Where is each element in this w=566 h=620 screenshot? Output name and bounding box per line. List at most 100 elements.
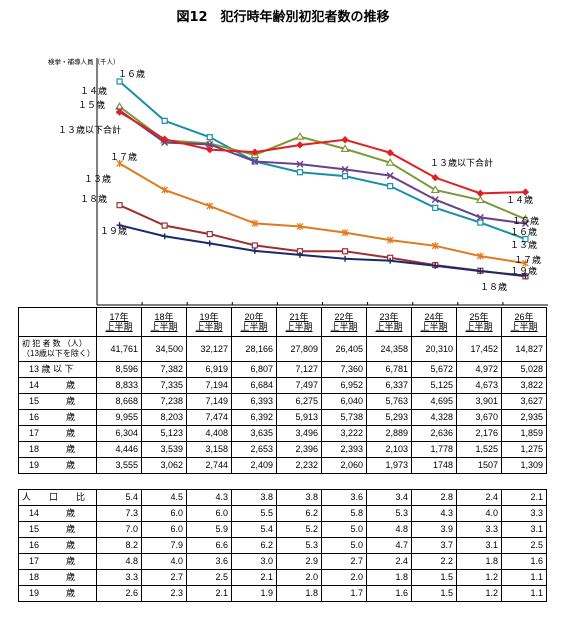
- table-header-year: 22年 上半期: [321, 307, 367, 337]
- data-point-16歳: [522, 235, 529, 243]
- table-header-year: 21年 上半期: [276, 307, 322, 337]
- table-cell: 4,972: [456, 361, 502, 378]
- series-start-label: １４歳: [80, 85, 107, 97]
- chart-axes: 検挙・補導人員（千人）: [48, 57, 548, 306]
- table-cell: 3.9: [411, 521, 457, 538]
- table-row: 14 歳 8,833 7,335 7,194 6,684 7,497 6,952 6,337 5…: [18, 377, 547, 394]
- table-cell: 2.5: [186, 569, 232, 586]
- table-row: 17 歳 4.8 4.0 3.6 3.0 2.9 2.7 2.4 2.2 1.8 1.6: [18, 553, 547, 570]
- data-point-18歳: [116, 222, 123, 229]
- table-cell: 34,500: [141, 336, 187, 362]
- table-cell: 7,497: [276, 377, 322, 394]
- table-cell: 2.4: [456, 489, 502, 506]
- table-header-year: 26年 上半期: [501, 307, 547, 337]
- data-point-17歳: [116, 159, 123, 167]
- table-cell: 3.1: [501, 521, 547, 538]
- table-cell: 24,358: [366, 336, 412, 362]
- data-point-13歳以下合計: [476, 189, 485, 198]
- data-point-13歳以下合計: [160, 135, 169, 143]
- data-point-15歳: [386, 172, 394, 180]
- table-cell: 3,670: [456, 409, 502, 426]
- data-point-15歳: [206, 140, 214, 148]
- table-cell: 2,409: [231, 457, 277, 474]
- data-point-18歳: [296, 251, 303, 258]
- table-cell: 4,446: [96, 441, 142, 458]
- table-cell: 3,555: [96, 457, 142, 474]
- row-label: 17 歳: [18, 425, 97, 442]
- series-end-label: １３歳以下合計: [430, 157, 493, 169]
- table-cell: 6.2: [231, 537, 277, 554]
- table-cell: 1.8: [366, 569, 412, 586]
- table-cell: 2.1: [186, 585, 232, 602]
- series-line-18歳: [119, 224, 526, 277]
- series-end-label: １８歳: [480, 281, 507, 293]
- row-label: 18 歳: [18, 569, 97, 586]
- table-header-year: 20年 上半期: [231, 307, 277, 337]
- table-row-population-ratio: 人 口 比 5.4 4.5 4.3 3.8 3.8 3.6 3.4 2.8 2.4 2.1: [18, 489, 547, 506]
- row-label: 15 歳: [18, 521, 97, 538]
- table-cell: 2.7: [321, 553, 367, 570]
- table-cell: 4,673: [456, 377, 502, 394]
- data-point-13歳: [161, 222, 168, 229]
- data-point-13歳以下合計: [115, 108, 124, 116]
- table-cell: 3.3: [456, 521, 502, 538]
- table-cell: 4.3: [411, 505, 457, 522]
- series-start-label: １５歳: [78, 99, 105, 111]
- row-label: 15 歳: [18, 393, 97, 410]
- table-cell: 6.0: [141, 521, 187, 538]
- data-point-13歳: [206, 230, 213, 238]
- table-cell: 1.7: [321, 585, 367, 602]
- table-cell: 6.0: [141, 505, 187, 522]
- table-cell: 1,309: [501, 457, 547, 474]
- series-start-label: １７歳: [110, 151, 137, 163]
- data-point-16歳: [477, 219, 484, 226]
- table-cell: 5.0: [321, 521, 367, 538]
- table-cell: 1.8: [456, 553, 502, 570]
- table-cell: 3.8: [231, 489, 277, 506]
- table-cell: 1.2: [456, 585, 502, 602]
- table-cell: 5.8: [321, 505, 367, 522]
- table-cell: 5.5: [231, 505, 277, 522]
- data-point-17歳: [296, 222, 304, 230]
- table-cell: 7,127: [276, 361, 322, 378]
- series-line-13歳: [119, 204, 526, 278]
- data-point-13歳以下合計: [341, 136, 349, 144]
- data-point-14歳: [430, 185, 440, 194]
- table-header-year: 17年 上半期: [96, 307, 142, 337]
- series-end-label: １６歳: [510, 226, 537, 238]
- table-cell: 4.5: [141, 489, 187, 506]
- data-point-18歳: [251, 247, 258, 254]
- table-row: 17 歳 6,304 5,123 4,408 3,635 3,496 3,222 2,889 2…: [18, 425, 547, 442]
- table-cell: 5,913: [276, 409, 322, 426]
- data-point-17歳: [341, 229, 349, 237]
- series-start-label: １３歳以下合計: [58, 124, 121, 136]
- table-cell: 1.8: [276, 585, 322, 602]
- table-cell: 1,525: [456, 441, 502, 458]
- table-cell: 7,194: [186, 377, 232, 394]
- table-cell: 1507: [456, 457, 502, 474]
- table-cell: 3.1: [456, 537, 502, 554]
- row-label: 16 歳: [18, 409, 97, 426]
- series-end-label: １９歳: [510, 265, 537, 277]
- table-cell: 1.5: [411, 569, 457, 586]
- chart-lines: [115, 78, 530, 280]
- data-point-13歳: [116, 202, 123, 209]
- series-start-label: １６歳: [118, 68, 145, 80]
- data-point-13歳以下合計: [251, 148, 259, 156]
- table-cell: 5,763: [366, 393, 412, 410]
- series-end-label: １４歳: [506, 194, 533, 206]
- series-end-label: １５歳: [512, 215, 539, 227]
- table-cell: 2.8: [411, 489, 457, 506]
- table-cell: 2,636: [411, 425, 457, 442]
- table-cell: 1,859: [501, 425, 547, 442]
- table-cell: 4.3: [186, 489, 232, 506]
- table-cell: 1.1: [501, 569, 547, 586]
- data-table-counts: 17年 上半期 18年 上半期 19年 上半期 20年 上半期 21年 上半期 22年 上半期 23年上…: [18, 307, 547, 474]
- table-row: 18 歳 3.3 2.7 2.5 2.1 2.0 2.0 1.8 1.5 1.2 1.1: [18, 569, 547, 586]
- table-cell: 2,396: [276, 441, 322, 458]
- row-label: 14 歳: [18, 505, 97, 522]
- table-cell: 8,668: [96, 393, 142, 410]
- data-point-14歳: [520, 214, 530, 223]
- table-cell: 3,901: [456, 393, 502, 410]
- table-row: 13 歳 以 下 8,596 7,382 6,919 6,807 7,127 7,360 6,…: [18, 361, 547, 378]
